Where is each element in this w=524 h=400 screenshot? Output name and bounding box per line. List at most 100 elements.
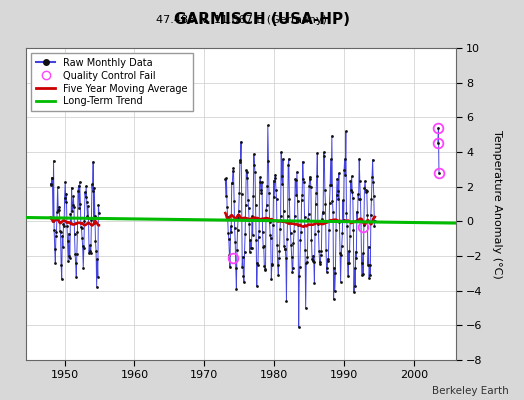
Point (66, 255, 74, 262)
Point (311, 231, 319, 237)
Point (363, 212, 372, 218)
Point (330, 264, 339, 271)
Point (74, 188, 82, 194)
Point (263, 183, 271, 190)
Point (222, 175, 231, 182)
Point (83, 199, 91, 205)
Point (227, 228, 235, 235)
Point (305, 174, 314, 180)
Point (54, 207, 63, 214)
Point (80, 245, 88, 251)
Point (268, 260, 276, 267)
Point (57, 262, 66, 268)
Point (77, 224, 85, 230)
Point (71, 250, 79, 257)
Point (243, 169, 252, 175)
Point (325, 226, 333, 233)
Point (301, 305, 310, 311)
Point (79, 265, 88, 271)
Point (341, 156, 349, 162)
Point (369, 192, 378, 199)
Point (235, 208, 243, 214)
Point (361, 185, 369, 191)
Point (59, 244, 67, 250)
Point (300, 214, 309, 220)
Point (257, 190, 266, 196)
Point (331, 270, 340, 276)
Point (294, 324, 303, 330)
Point (228, 168, 237, 174)
Point (223, 213, 232, 220)
Point (359, 222, 368, 228)
Point (234, 215, 242, 221)
Point (267, 235, 275, 242)
Point (434, 124, 443, 131)
Point (58, 233, 67, 239)
Point (353, 217, 362, 223)
Point (88, 181, 96, 188)
Point (325, 200, 334, 206)
Point (62, 190, 71, 197)
Point (277, 213, 285, 219)
Point (357, 260, 366, 266)
Point (237, 138, 245, 145)
Point (47, 182, 56, 188)
Point (326, 156, 335, 162)
Point (276, 225, 284, 232)
Point (300, 179, 308, 185)
Point (295, 273, 303, 279)
Point (230, 198, 238, 204)
Point (301, 247, 309, 253)
Point (285, 196, 293, 202)
Point (51, 260, 60, 266)
Point (279, 208, 288, 214)
Point (337, 243, 346, 250)
Point (353, 208, 361, 215)
Point (322, 268, 331, 275)
Point (60, 195, 69, 201)
Point (324, 256, 332, 262)
Point (226, 223, 235, 230)
Point (348, 189, 356, 195)
Point (321, 187, 329, 193)
Point (285, 156, 293, 162)
Point (89, 188, 97, 194)
Point (321, 201, 330, 207)
Point (304, 216, 312, 222)
Point (50, 227, 58, 234)
Point (310, 258, 318, 265)
Point (225, 252, 234, 258)
Point (312, 173, 321, 179)
Point (271, 171, 280, 178)
Point (94, 202, 103, 208)
Point (299, 175, 308, 182)
Point (289, 264, 297, 271)
Point (74, 182, 83, 189)
Point (318, 216, 326, 222)
Point (53, 209, 61, 216)
Point (346, 233, 354, 239)
Point (264, 158, 272, 164)
Point (310, 280, 319, 286)
Point (303, 253, 312, 260)
Point (263, 202, 271, 208)
Point (304, 211, 313, 217)
Point (307, 184, 315, 190)
Point (308, 255, 316, 262)
Y-axis label: Temperature Anomaly (°C): Temperature Anomaly (°C) (492, 130, 502, 278)
Point (73, 228, 82, 235)
Point (291, 176, 300, 183)
Point (274, 262, 282, 268)
Point (343, 260, 352, 266)
Point (314, 221, 322, 228)
Point (294, 222, 302, 228)
Point (341, 172, 350, 178)
Point (253, 260, 261, 266)
Point (68, 207, 77, 214)
Point (361, 178, 369, 184)
Point (336, 278, 345, 285)
Point (332, 227, 340, 234)
Point (351, 265, 359, 271)
Point (61, 179, 69, 185)
Point (435, 170, 443, 176)
